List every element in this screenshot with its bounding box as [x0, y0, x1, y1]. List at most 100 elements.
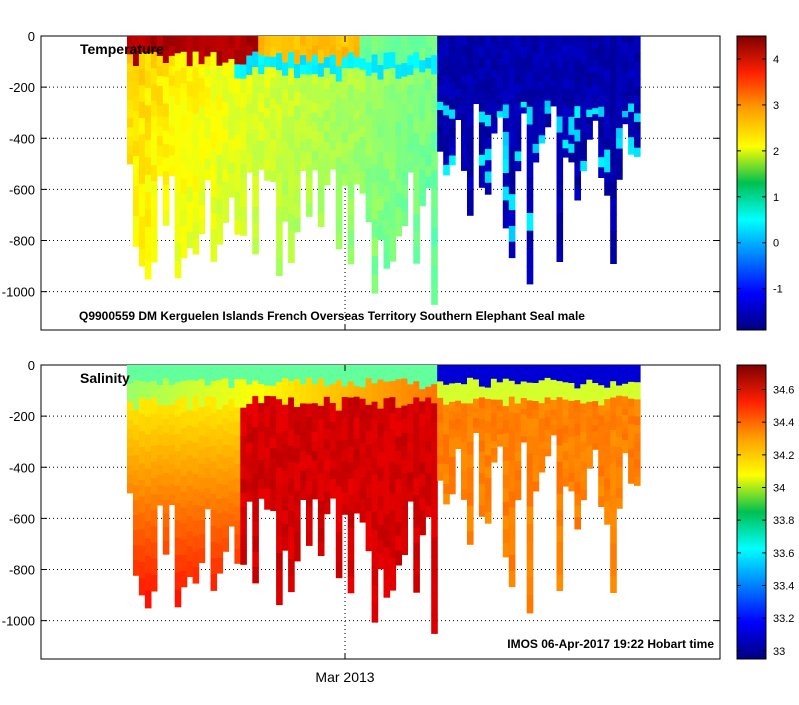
salinity-cell [282, 536, 289, 551]
salinity-cell [127, 428, 134, 439]
salinity-cell [490, 448, 498, 456]
salinity-cell [461, 413, 468, 424]
salinity-cell [168, 454, 176, 466]
salinity-cell [437, 381, 444, 391]
salinity-cell [359, 510, 367, 523]
salinity-cell [610, 462, 617, 480]
salinity-cell [431, 460, 438, 481]
temperature-cell [329, 112, 337, 123]
temperature-cell [335, 36, 343, 52]
salinity-cell [264, 416, 271, 428]
salinity-cell [538, 403, 546, 412]
temperature-cell [622, 79, 629, 87]
salinity-cell [622, 390, 629, 397]
salinity-cell [502, 433, 510, 448]
salinity-cell [341, 375, 349, 387]
temperature-cell [526, 266, 534, 285]
temperature-cell [234, 64, 241, 80]
salinity-cell [186, 561, 194, 577]
salinity-cell [317, 528, 325, 543]
temperature-cell [616, 46, 623, 57]
temperature-cell [144, 226, 152, 245]
temperature-cell [150, 36, 158, 53]
temperature-cell [300, 103, 307, 114]
temperature-cell [258, 93, 265, 104]
temperature-cell [150, 197, 158, 215]
salinity-cell [204, 385, 212, 397]
temperature-cell [389, 180, 397, 198]
temperature-cell [341, 99, 349, 112]
salinity-cell [294, 393, 301, 408]
temperature-cell [210, 116, 218, 134]
temperature-cell [353, 46, 361, 58]
y-tick-label: -1000 [2, 614, 35, 629]
temperature-cell [329, 121, 337, 132]
salinity-cell [592, 365, 599, 372]
temperature-cell [634, 53, 641, 63]
salinity-cell [544, 377, 552, 385]
salinity-cell [258, 374, 265, 385]
salinity-cell [407, 423, 414, 434]
temperature-cell [568, 45, 575, 55]
salinity-cell [532, 481, 540, 492]
salinity-cell [180, 555, 188, 572]
temperature-cell [144, 105, 152, 124]
temperature-cell [306, 126, 313, 140]
temperature-cell [174, 70, 182, 89]
temperature-cell [580, 36, 587, 47]
salinity-cell [174, 520, 182, 539]
salinity-cell [532, 365, 540, 375]
temperature-cell [526, 195, 534, 214]
temperature-cell [222, 102, 229, 117]
salinity-cell [228, 376, 235, 389]
temperature-cell [156, 86, 164, 97]
salinity-cell [359, 365, 367, 377]
temperature-cell [186, 217, 194, 233]
temperature-cell [156, 166, 164, 177]
temperature-cell [610, 52, 617, 69]
temperature-cell [395, 207, 402, 223]
temperature-cell [252, 82, 259, 99]
salinity-cell [204, 395, 212, 407]
salinity-cell [461, 441, 468, 452]
temperature-cell [568, 36, 575, 46]
salinity-cell [455, 365, 462, 372]
temperature-cell [174, 139, 182, 158]
salinity-cell [437, 406, 444, 415]
temperature-cell [502, 131, 510, 147]
salinity-cell [294, 434, 301, 450]
salinity-cell [598, 405, 605, 417]
temperature-cell [604, 36, 611, 48]
salinity-x-tick-label: Mar 2013 [315, 669, 374, 685]
temperature-cell [156, 136, 164, 147]
temperature-cell [240, 92, 247, 108]
salinity-cell [359, 421, 367, 433]
colorbar-tick-label: 33.4 [773, 581, 794, 593]
salinity-cell [246, 374, 253, 385]
salinity-cell [496, 376, 504, 383]
temperature-cell [484, 92, 492, 105]
salinity-cell [628, 466, 635, 476]
salinity-cell [353, 449, 361, 461]
salinity-cell [150, 413, 158, 431]
temperature-cell [317, 104, 325, 119]
salinity-cell [127, 419, 134, 430]
temperature-cell [496, 53, 504, 60]
salinity-cell [377, 481, 385, 497]
salinity-cell [502, 419, 510, 435]
temperature-cell [180, 162, 188, 180]
salinity-cell [270, 448, 277, 460]
temperature-cell [317, 49, 325, 64]
temperature-cell [598, 66, 605, 77]
temperature-cell [544, 100, 552, 108]
salinity-cell [144, 521, 152, 539]
salinity-cell [592, 407, 599, 414]
salinity-cell [407, 433, 414, 444]
temperature-cell [234, 120, 241, 136]
salinity-cell [407, 365, 414, 376]
y-tick-label: 0 [28, 358, 35, 373]
salinity-cell [270, 500, 277, 511]
salinity-cell [317, 378, 325, 393]
temperature-cell [532, 81, 540, 91]
salinity-cell [449, 475, 456, 486]
